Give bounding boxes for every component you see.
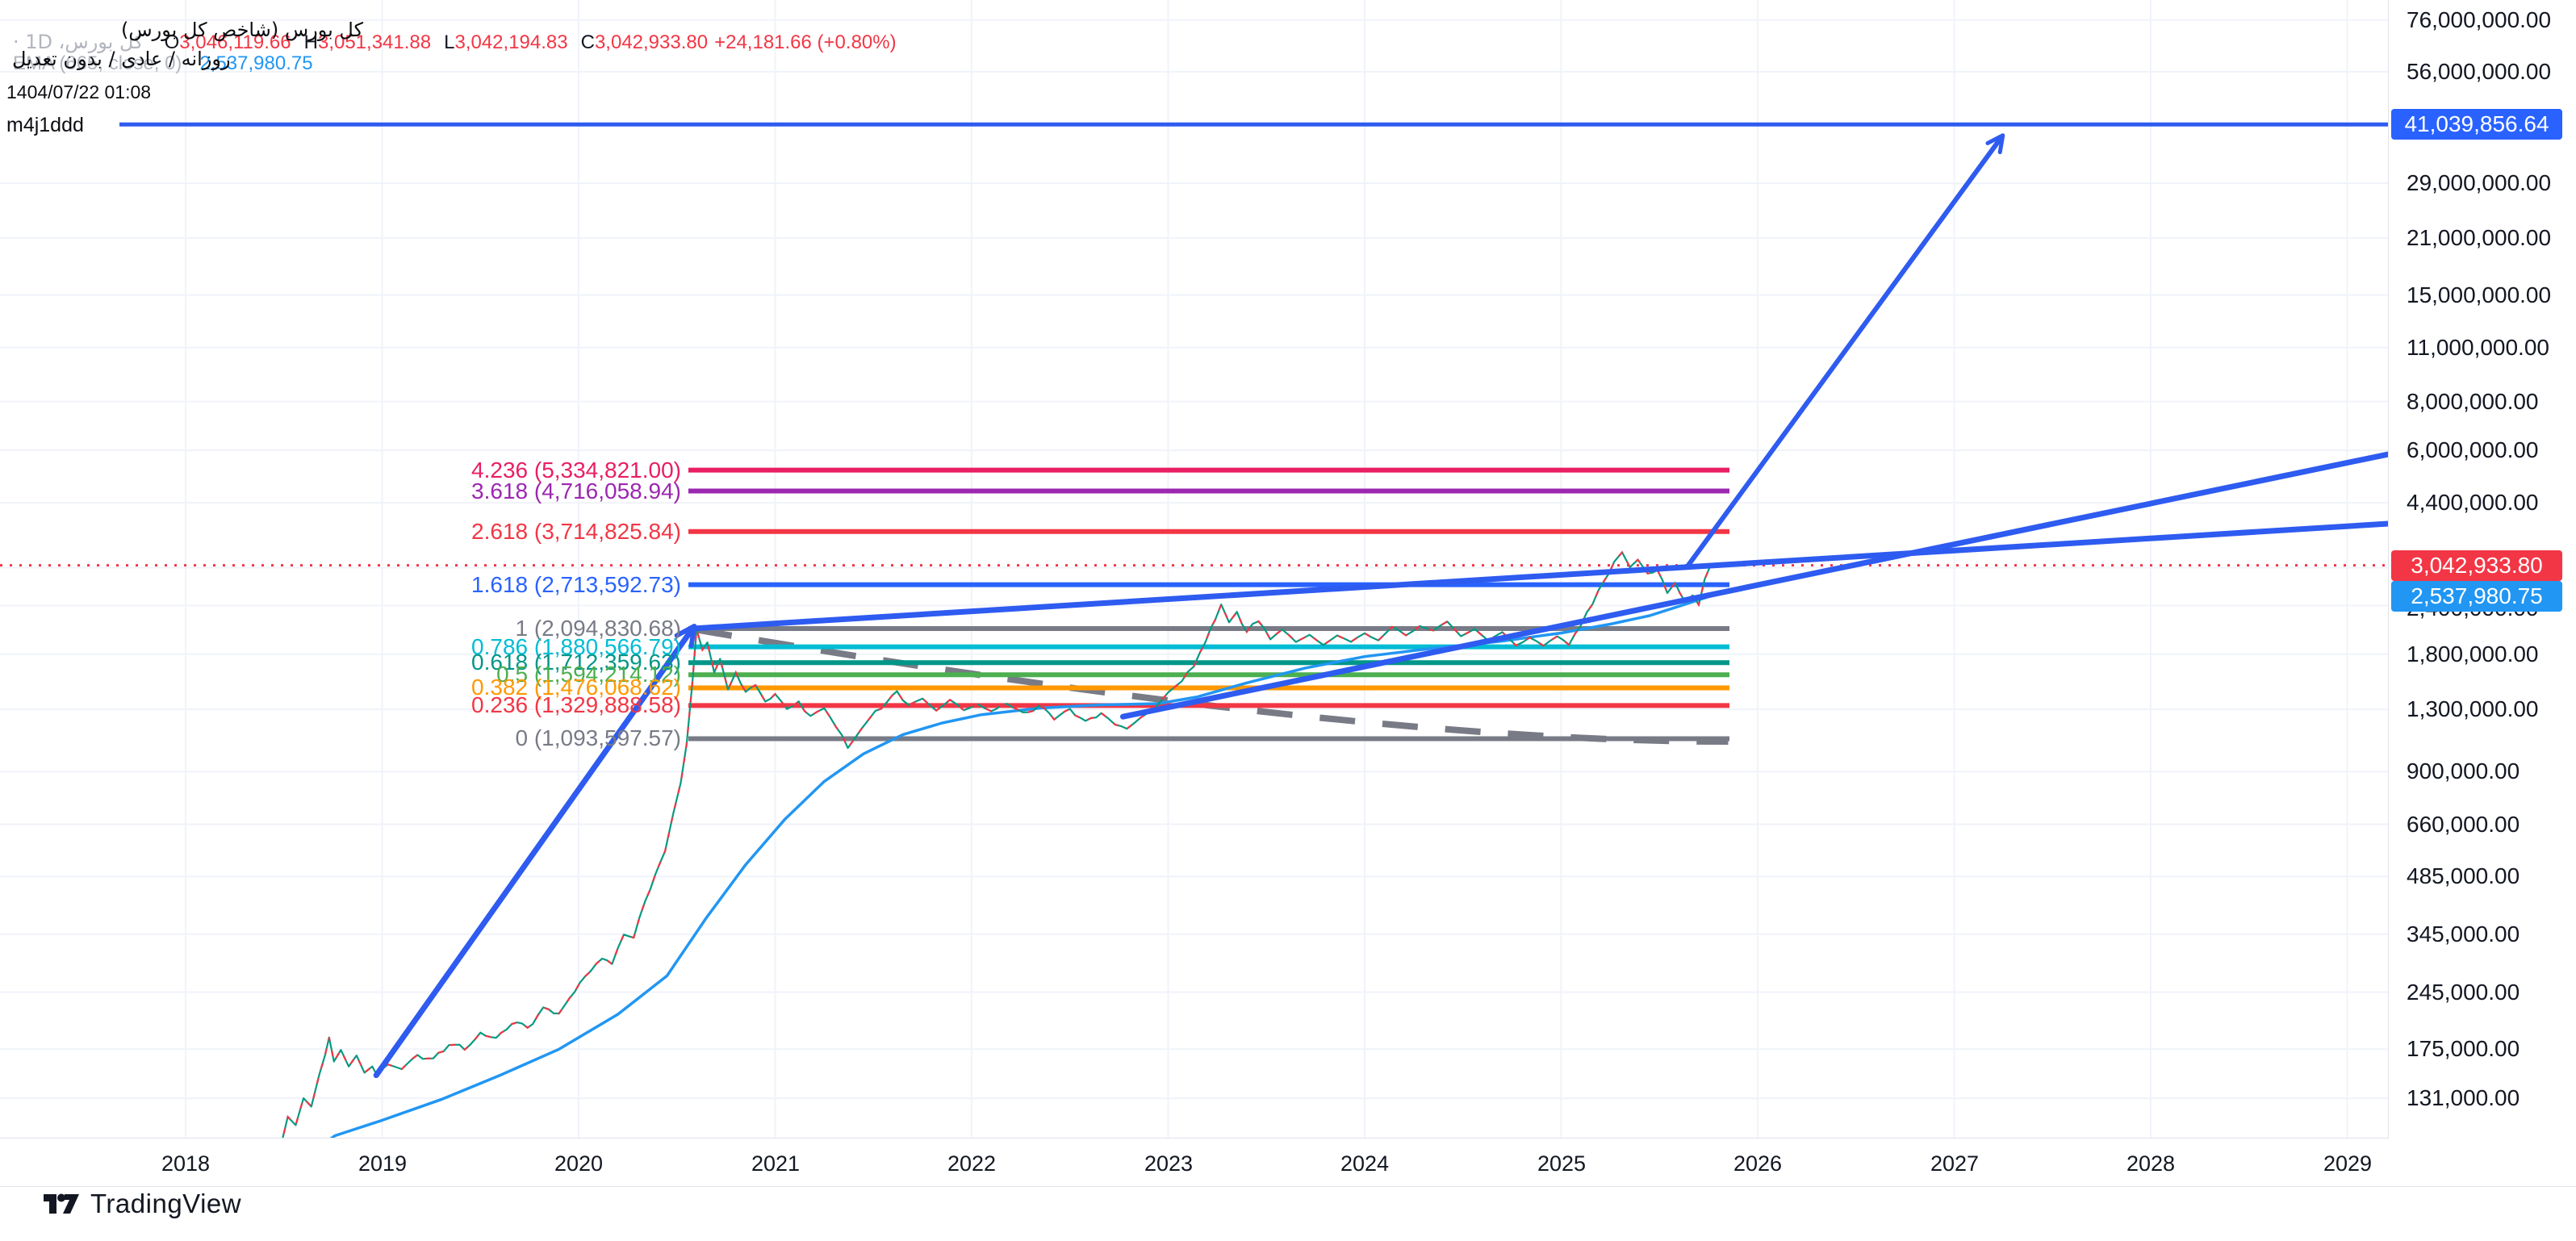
peak-ray[interactable] [689,520,2392,632]
symbol-title-overlay: کل بورس (شاخص کل بورس) [121,19,364,41]
symbol-row[interactable]: کل بورس، 1D · O3,046,119.66 H3,051,341.88 L… [13,30,897,55]
price-tick: 1,300,000.00 [2407,696,2539,721]
fib-label-0: 0 (1,093,597.57) [515,725,682,750]
ohlc-values: O3,046,119.66 H3,051,341.88 L3,042,194.83 C… [152,31,709,55]
price-tick: 15,000,000.00 [2407,282,2552,307]
price-tick: 485,000.00 [2407,863,2520,888]
target-price-label: 41,039,856.64 [2391,109,2562,140]
price-tick: 900,000.00 [2407,758,2520,783]
fib-label-0.618: 0.618 (1,712,359.63) [471,650,681,675]
low-ray[interactable] [1120,451,2392,720]
price-tick: 76,000,000.00 [2407,7,2552,32]
ema-value: 2,537,980.75 [199,52,313,74]
year-tick-2019: 2019 [358,1151,408,1176]
fib-label-0.5: 0.5 (1,594,214.12) [496,662,681,687]
year-tick-2021: 2021 [751,1151,801,1176]
change-value: +24,181.66 (+0.80%) [714,31,897,53]
price-axis[interactable]: 76,000,000.00 56,000,000.00 29,000,000.00 2… [2389,0,2576,1186]
price-tick: 8,000,000.00 [2407,389,2539,414]
fib-label-3.618: 3.618 (4,716,058.94) [471,478,681,504]
ema-price-label: 2,537,980.75 [2391,581,2562,612]
fib-label-0.382: 0.382 (1,476,068.62) [471,675,681,700]
price-tick: 245,000.00 [2407,980,2520,1005]
price-tick: 345,000.00 [2407,921,2520,946]
price-tick: 175,000.00 [2407,1036,2520,1061]
gridlines [0,0,2389,1139]
year-tick-2027: 2027 [1930,1151,1980,1176]
price-tick: 11,000,000.00 [2407,335,2549,360]
fib-label-0.786: 0.786 (1,880,566.79) [471,634,681,659]
year-tick-2024: 2024 [1340,1151,1390,1176]
ema-line[interactable] [324,595,1712,1144]
projection-arrow[interactable] [1684,133,2005,570]
year-tick-2022: 2022 [947,1151,997,1176]
ohlc-key: L [444,31,455,53]
fib-retracement[interactable] [688,467,1729,742]
price-tick: 56,000,000.00 [2407,59,2552,84]
price-tick: 6,000,000.00 [2407,437,2539,462]
fib-label-2.618: 2.618 (3,714,825.84) [471,519,681,544]
tradingview-logo[interactable]: TradingView [44,1188,241,1220]
indicator-name[interactable]: EMA (665, close, 0) [13,52,182,74]
ohlc-value: 3,051,341.88 [317,31,432,53]
ohlc-key: H [303,31,318,53]
series-type-overlay: روزانه / عادی / بدون تعدیل [12,48,231,70]
year-tick-2023: 2023 [1144,1151,1194,1176]
price-series [282,551,1712,1139]
fib-label-1.618: 1.618 (2,713,592.73) [471,572,681,597]
fib-label-1: 1 (2,094,830.68) [515,616,682,641]
annotation-author-label: m4j1ddd [6,114,84,136]
tradingview-logo-icon [44,1193,79,1214]
year-tick-2026: 2026 [1733,1151,1783,1176]
year-tick-2025: 2025 [1537,1151,1587,1176]
ohlc-value: 3,042,194.83 [454,31,568,53]
price-tick: 21,000,000.00 [2407,225,2552,250]
current-price-label: 3,042,933.80 [2391,550,2562,581]
year-tick-2018: 2018 [161,1151,211,1176]
fib-label-4.236: 4.236 (5,334,821.00) [471,458,681,483]
ohlc-value: 3,042,933.80 [594,31,709,53]
price-tick: 660,000.00 [2407,812,2520,837]
symbol-name[interactable]: کل بورس، 1D · [13,31,144,53]
tradingview-logo-text: TradingView [90,1189,242,1218]
price-tick: 1,800,000.00 [2407,641,2539,666]
indicator-row[interactable]: EMA (665, close, 0) 2,537,980.75 [13,52,313,76]
fib-label-0.236: 0.236 (1,329,888.58) [471,692,681,717]
ohlc-key: C [580,31,595,53]
ohlc-value: 3,046,119.66 [179,31,291,53]
price-tick: 4,400,000.00 [2407,490,2539,515]
trend-drawings[interactable] [119,122,2392,1079]
year-tick-2029: 2029 [2323,1151,2373,1176]
price-tick: 29,000,000.00 [2407,170,2552,195]
trend-arrow-2018-2020[interactable] [373,624,697,1079]
datetime-stamp: 1404/07/22 01:08 [6,81,152,102]
year-tick-2020: 2020 [554,1151,604,1176]
price-tick: 131,000.00 [2407,1085,2520,1110]
ohlc-key: O [164,31,180,53]
time-axis[interactable]: 2018 2019 2020 2021 2022 2023 2024 2025 2026 2027… [0,1139,2576,1186]
year-tick-2028: 2028 [2126,1151,2176,1176]
